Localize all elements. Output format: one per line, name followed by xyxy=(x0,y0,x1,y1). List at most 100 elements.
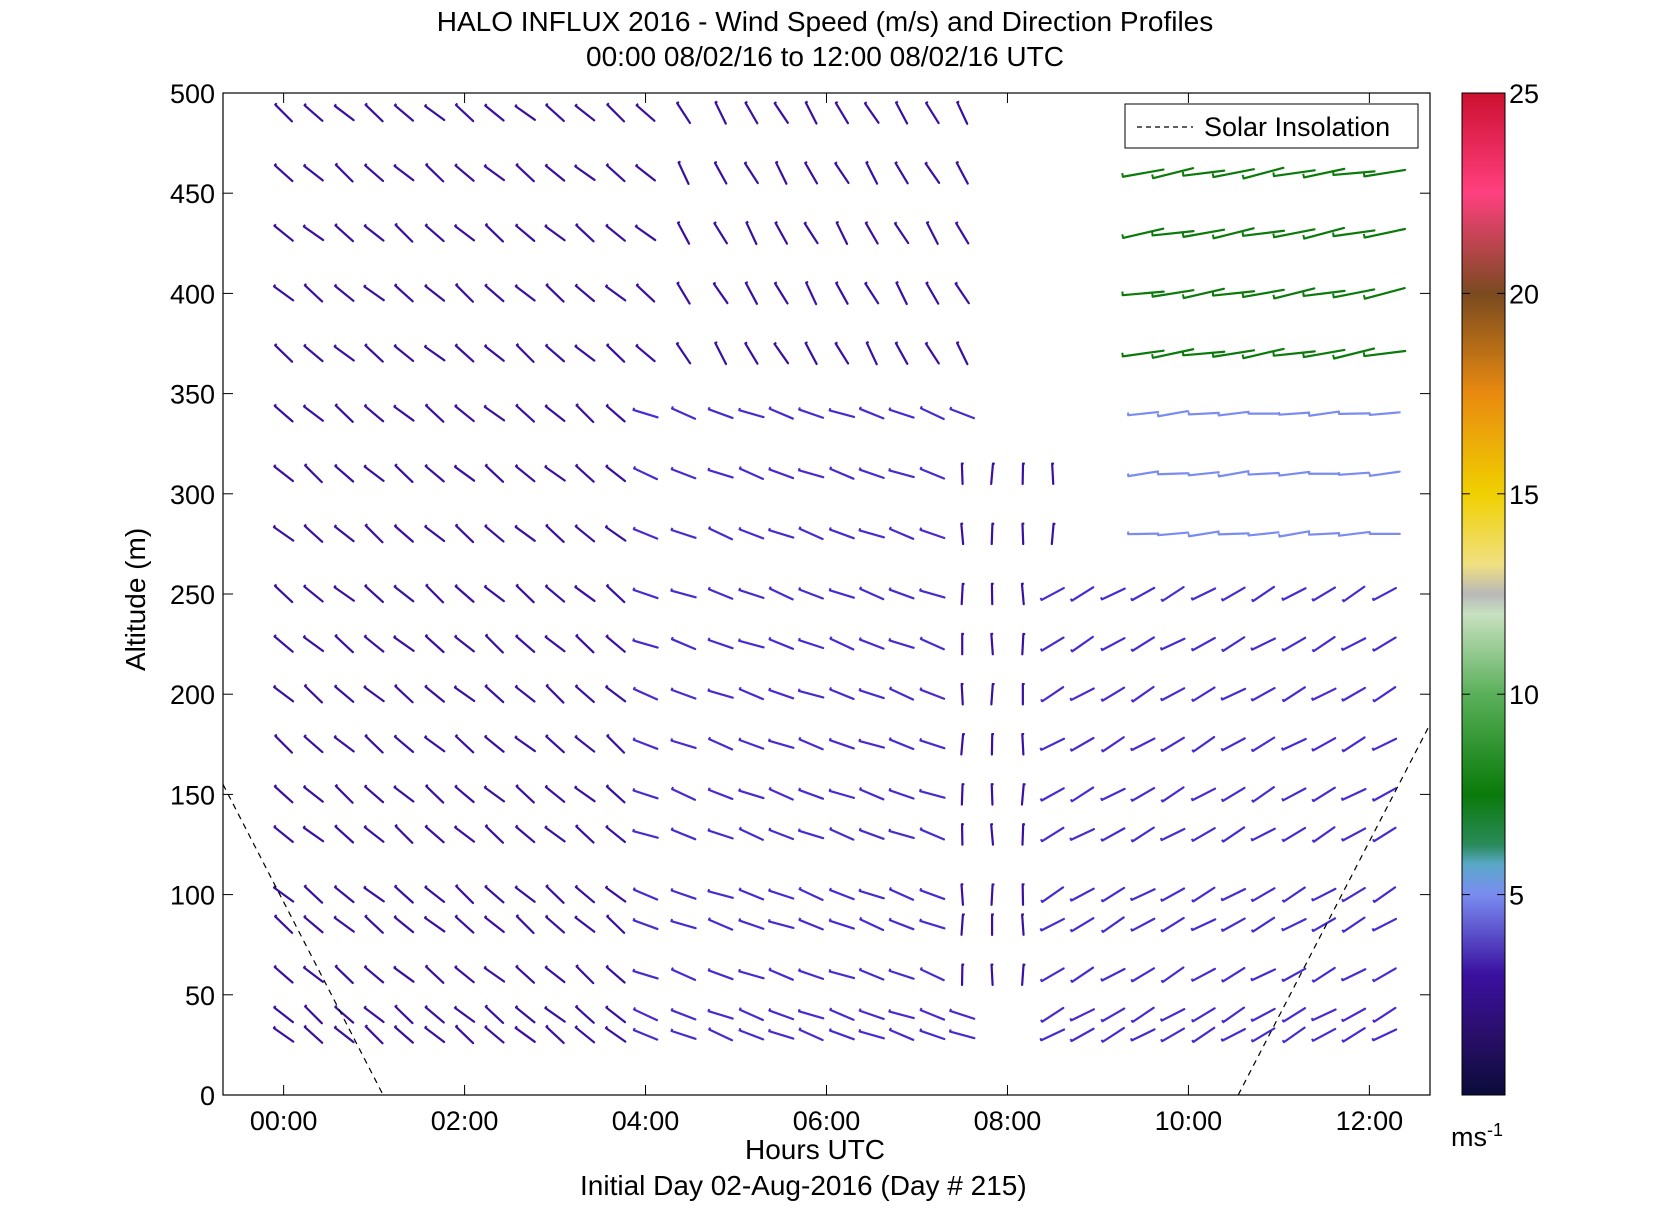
wind-barb xyxy=(453,464,476,482)
wind-barb xyxy=(273,464,295,483)
wind-barb xyxy=(893,221,910,245)
wind-barb xyxy=(632,968,659,980)
wind-barb xyxy=(1191,735,1216,753)
wind-barb xyxy=(1129,888,1156,902)
wind-barb xyxy=(1130,1006,1155,1023)
wind-barb xyxy=(1129,1028,1156,1042)
wind-barb xyxy=(273,824,294,844)
wind-barb xyxy=(707,967,734,981)
wind-barb xyxy=(949,406,976,420)
wind-barb xyxy=(829,466,855,480)
wind-barb xyxy=(363,634,385,653)
wind-barb xyxy=(393,1024,414,1044)
wind-barb xyxy=(864,281,880,305)
wind-barb xyxy=(333,1025,355,1044)
wind-barb xyxy=(514,524,536,542)
wind-barb xyxy=(1332,229,1376,238)
wind-barb xyxy=(1307,410,1341,417)
wind-barb xyxy=(483,163,506,182)
wind-barb xyxy=(606,914,626,934)
wind-barb xyxy=(798,526,824,541)
wind-barb xyxy=(303,283,324,303)
wind-barb xyxy=(454,343,475,363)
wind-barb xyxy=(960,522,965,546)
wind-barb xyxy=(1069,917,1095,933)
wind-barb xyxy=(1281,1026,1306,1044)
wind-barb xyxy=(1311,786,1336,803)
wind-barb xyxy=(671,786,697,801)
wind-barb xyxy=(483,584,505,603)
wind-barb xyxy=(1340,968,1367,982)
wind-barb xyxy=(483,965,506,983)
wind-barb xyxy=(768,586,794,601)
y-tick-label: 50 xyxy=(185,981,215,1011)
wind-barb xyxy=(574,915,596,933)
wind-barb xyxy=(743,161,759,185)
wind-barb xyxy=(888,587,915,600)
wind-barb xyxy=(768,888,795,900)
wind-barb xyxy=(858,687,885,700)
wind-barb xyxy=(858,406,885,420)
wind-barb xyxy=(303,784,324,803)
wind-barb xyxy=(990,462,995,486)
wind-barb xyxy=(515,784,535,804)
wind-barb xyxy=(302,825,325,843)
wind-barb xyxy=(574,283,596,303)
wind-barb xyxy=(454,825,476,843)
wind-barb xyxy=(1368,531,1401,535)
wind-barb xyxy=(1308,531,1341,536)
wind-barb xyxy=(334,824,355,844)
wind-barb xyxy=(1362,286,1406,300)
legend: Solar Insolation xyxy=(1124,103,1419,149)
wind-barb xyxy=(394,1004,414,1025)
wind-barb xyxy=(768,738,795,749)
wind-barb xyxy=(1190,967,1217,982)
wind-barb xyxy=(515,964,536,984)
wind-barb xyxy=(1159,687,1186,702)
wind-barb xyxy=(333,344,355,362)
wind-barb xyxy=(798,917,824,931)
wind-barb xyxy=(544,464,566,482)
wind-barb xyxy=(768,406,794,420)
y-axis-label: Altitude (m) xyxy=(120,527,151,671)
wind-barb xyxy=(393,523,414,543)
wind-barb xyxy=(334,463,355,483)
colorbar-unit-label: ms-1 xyxy=(1451,1120,1503,1153)
wind-barb xyxy=(425,162,445,183)
wind-barb xyxy=(1311,586,1337,602)
wind-barb xyxy=(919,966,945,982)
wind-barb xyxy=(960,582,965,606)
y-tick-label: 200 xyxy=(170,680,215,710)
wind-barb xyxy=(544,1005,566,1023)
wind-barb xyxy=(334,783,354,804)
wind-barb xyxy=(575,633,595,654)
wind-barb xyxy=(1040,1006,1065,1023)
wind-barb xyxy=(1190,587,1217,601)
wind-barb xyxy=(1340,827,1367,842)
wind-barb xyxy=(1280,737,1307,751)
wind-barb xyxy=(574,164,596,182)
wind-barb xyxy=(889,686,915,701)
y-tick-label: 300 xyxy=(170,480,215,510)
wind-barb xyxy=(1021,963,1026,987)
chart-subtitle: 00:00 08/02/16 to 12:00 08/02/16 UTC xyxy=(586,41,1064,72)
wind-barb xyxy=(394,683,414,704)
wind-barb xyxy=(394,283,414,303)
wind-barb xyxy=(1069,786,1095,803)
wind-barb xyxy=(575,463,595,483)
wind-barb xyxy=(1190,918,1217,932)
wind-barb xyxy=(670,1028,697,1040)
wind-barb xyxy=(514,1025,536,1043)
wind-barb xyxy=(1220,586,1246,602)
wind-barb xyxy=(1039,917,1066,932)
wind-barb xyxy=(1069,736,1095,752)
wind-barb xyxy=(393,734,415,753)
wind-barb xyxy=(670,888,697,900)
wind-barb xyxy=(1371,917,1398,932)
wind-barb xyxy=(515,403,536,423)
wind-barb xyxy=(955,341,969,366)
wind-barb xyxy=(1160,586,1185,602)
wind-barb xyxy=(1311,1027,1337,1042)
wind-barb xyxy=(828,587,856,599)
wind-barb xyxy=(1372,1006,1397,1023)
